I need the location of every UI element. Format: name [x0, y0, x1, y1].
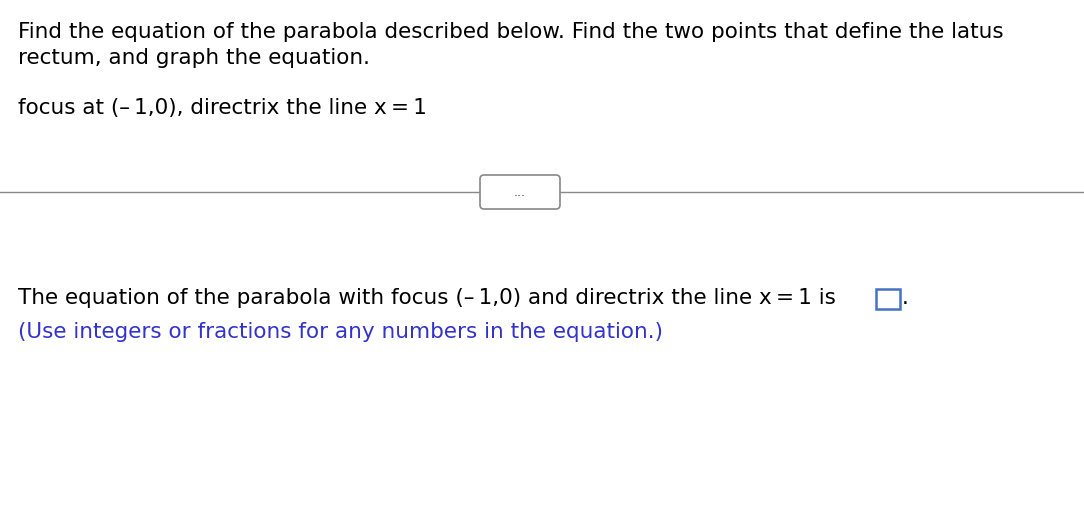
- Text: .: .: [902, 288, 908, 308]
- Text: rectum, and graph the equation.: rectum, and graph the equation.: [18, 48, 370, 68]
- Text: The equation of the parabola with focus (– 1,0) and directrix the line x = 1 is: The equation of the parabola with focus …: [18, 288, 842, 308]
- Text: (Use integers or fractions for any numbers in the equation.): (Use integers or fractions for any numbe…: [18, 322, 663, 342]
- Text: Find the equation of the parabola described below. Find the two points that defi: Find the equation of the parabola descri…: [18, 22, 1004, 42]
- Text: focus at (– 1,0), directrix the line x = 1: focus at (– 1,0), directrix the line x =…: [18, 98, 427, 118]
- Text: ...: ...: [514, 186, 526, 199]
- FancyBboxPatch shape: [876, 289, 900, 309]
- FancyBboxPatch shape: [480, 175, 560, 209]
